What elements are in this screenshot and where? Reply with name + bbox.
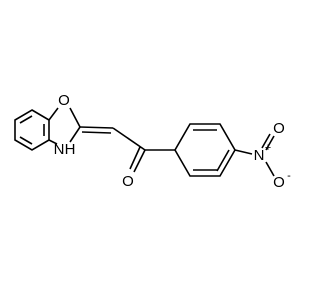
double-bond (19, 136, 33, 145)
charge: + (265, 142, 271, 154)
bond (112, 127, 146, 151)
phenyl-ring (174, 123, 236, 177)
atom-label: N (254, 147, 265, 164)
double-bond (81, 131, 112, 134)
charge: - (287, 170, 291, 182)
bond (69, 126, 81, 143)
atom-label: O (273, 174, 285, 191)
atom-label: O (122, 173, 134, 190)
bond (265, 135, 275, 151)
bond (265, 161, 275, 177)
atom-label: N (54, 141, 65, 158)
bond (133, 149, 146, 173)
double-bond (261, 133, 271, 149)
bond (48, 107, 59, 121)
double-bond (19, 115, 33, 124)
bond (79, 126, 114, 129)
bond (234, 149, 253, 155)
atom-label: O (273, 120, 285, 137)
structure: O N H O N + O O - (14, 92, 291, 191)
bonds (14, 107, 275, 177)
double-bond (129, 146, 141, 170)
atom-label: O (58, 92, 70, 109)
bond (69, 107, 81, 128)
double-bond (216, 149, 230, 172)
bond (48, 139, 58, 145)
atom-label: H (65, 141, 76, 158)
